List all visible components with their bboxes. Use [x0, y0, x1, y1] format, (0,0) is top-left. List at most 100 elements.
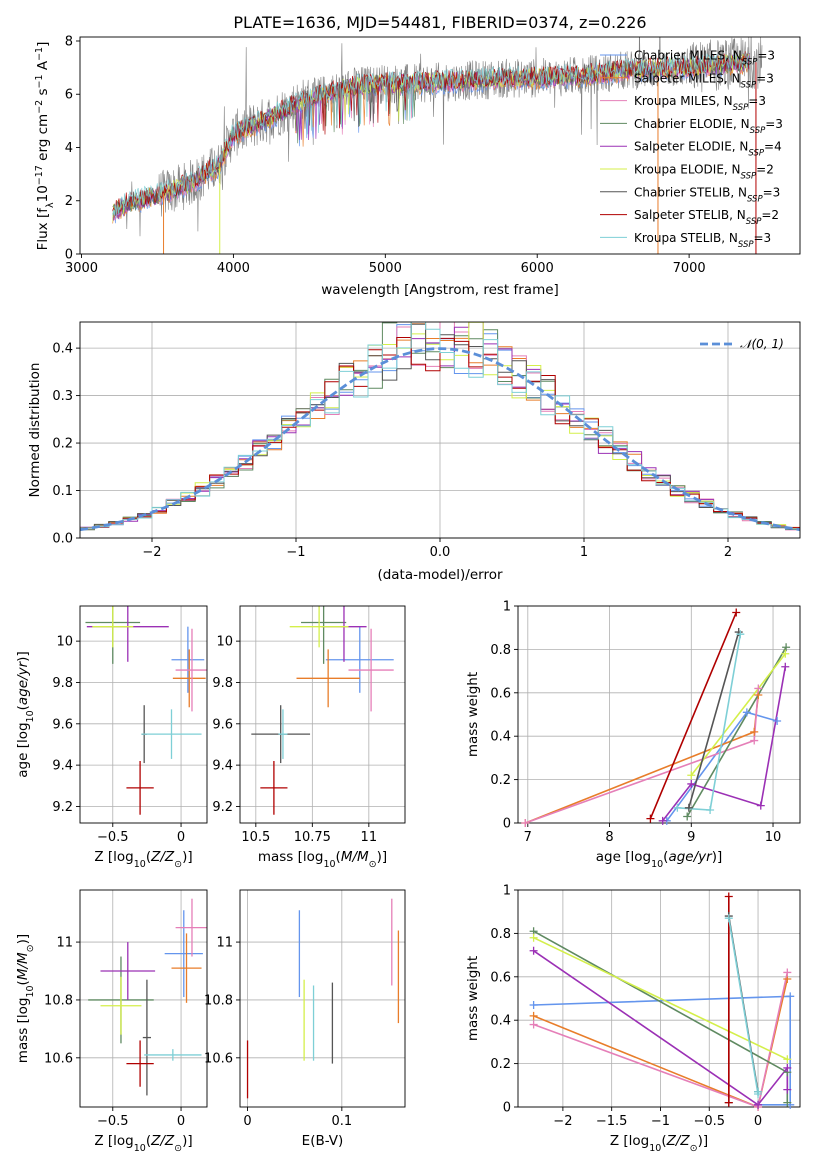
errorbar-point: [175, 628, 207, 712]
weight-age-ytick-label: 0.2: [490, 773, 511, 788]
weight-marker: [736, 630, 745, 639]
weight-line: [533, 936, 788, 1061]
age-metal-ylabel: age [log10(age/yr)]: [15, 651, 36, 777]
errorbar-point: [171, 933, 202, 1003]
spectrum-ylabel: Flux [fλ10−17 erg cm−2 s−1 A−1]: [34, 42, 56, 251]
weight-age-xtick-label: 8: [605, 830, 613, 845]
residuals-xlabel: (data-model)/error: [377, 567, 503, 583]
mass-metal-ytick-label: 10.6: [44, 1051, 73, 1066]
weight-metal-ytick-label: 1: [503, 884, 511, 899]
errorbar-point: [141, 709, 202, 759]
spectrum-ytick-label: 6: [65, 88, 73, 103]
weight-marker: [773, 717, 782, 726]
mass-metal-panel: −0.5 0 10.6 10.8 11 Z [log10(Z/Z⊙)] mass [log1…: [15, 889, 208, 1154]
age-mass-ytick-label: 10: [216, 635, 233, 650]
errorbar-point: [100, 976, 142, 1035]
legend-label: Salpeter ELODIE, NSSP=4: [634, 140, 782, 159]
weight-line: [662, 666, 787, 822]
errorbar-point: [260, 761, 288, 815]
spectrum-model-line: [112, 52, 751, 216]
weight-metal-ytick-label: 0.8: [490, 927, 511, 942]
errorbar-point: [301, 606, 347, 664]
mass-metal-ytick-label: 11: [56, 936, 73, 951]
weight-age-ytick-label: 0: [503, 817, 511, 832]
weight-marker: [646, 814, 655, 823]
weight-metal-xtick-label: 0: [754, 1114, 762, 1129]
spectrum-xtick-label: 7000: [673, 261, 706, 276]
spectrum-ytick-label: 0: [65, 248, 73, 263]
weight-line: [533, 972, 789, 1107]
weight-age-ytick-label: 0.4: [490, 730, 511, 745]
mass-ebv-xtick-label: 0.1: [331, 1114, 352, 1129]
mass-ebv-ytick-label: 10.8: [204, 993, 233, 1008]
legend-label: Salpeter MILES, NSSP=3: [634, 71, 774, 90]
weight-marker: [724, 1098, 733, 1107]
age-metal-frame: [79, 605, 208, 824]
mass-ebv-frame: [239, 889, 406, 1108]
residuals-plot: [80, 322, 800, 532]
mass-ebv-panel: 0 0.1 10.6 10.8 11 E(B-V): [204, 889, 406, 1149]
errorbar-point: [126, 1040, 154, 1087]
age-mass-panel: 10.5 10.75 11 9.2 9.4 9.6 9.8 10 mass [log10(M/M…: [212, 605, 406, 870]
errorbar-point: [171, 626, 205, 693]
age-metal-panel: −0.5 0 9.2 9.4 9.6 9.8 10 Z [log10(Z/Z⊙)] age [l…: [15, 605, 208, 870]
age-mass-frame: [239, 605, 406, 824]
weight-age-frame: [517, 605, 801, 824]
mass-ebv-xtick-label: 0: [243, 1114, 251, 1129]
spectrum-xlabel: wavelength [Angstrom, rest frame]: [321, 282, 559, 298]
mass-metal-ytick-label: 10.8: [44, 993, 73, 1008]
residuals-ytick-label: 0.4: [52, 342, 73, 357]
mass-metal-frame-group: −0.5 0 10.6 10.8 11 Z [log10(Z/Z⊙)] mass [log1…: [15, 889, 208, 1154]
weight-metal-ylabel: mass weight: [465, 956, 481, 1041]
residuals-ylabel: Normed distribution: [27, 363, 43, 498]
weight-marker: [754, 684, 763, 693]
weight-marker: [783, 1098, 792, 1107]
weight-marker: [732, 608, 741, 617]
weight-line: [690, 653, 786, 776]
errorbar-point: [325, 626, 394, 693]
spectrum-frame: [79, 36, 801, 255]
age-metal-ytick-label: 9.2: [52, 800, 73, 815]
weight-metal-ytick-label: 0.4: [490, 1014, 511, 1029]
weight-marker: [529, 1020, 538, 1029]
errorbar-point: [348, 628, 394, 712]
mass-ebv-ytick-label: 10.6: [204, 1051, 233, 1066]
weight-marker: [529, 933, 538, 942]
weight-marker: [724, 914, 733, 923]
legend-label: Kroupa STELIB, NSSP=3: [634, 231, 771, 250]
residuals-xtick-label: −1: [286, 545, 305, 560]
legend-label: Salpeter STELIB, NSSP=2: [634, 208, 779, 227]
age-metal-xtick-label: −0.5: [97, 830, 129, 845]
spectrum-plot: [112, 37, 763, 254]
errorbar-point: [126, 761, 154, 815]
residuals-xtick-label: 0.0: [430, 545, 451, 560]
weight-marker: [750, 736, 759, 745]
age-mass-ytick-label: 9.2: [212, 800, 233, 815]
legend-label: Chabrier MILES, NSSP=3: [634, 49, 775, 68]
weight-metal-xtick-label: −0.5: [693, 1114, 725, 1129]
figure-title: PLATE=1636, MJD=54481, FIBERID=0374, z=0…: [233, 13, 646, 32]
weight-age-ytick-label: 1: [503, 600, 511, 615]
weight-marker: [781, 649, 790, 658]
weight-line: [533, 995, 792, 1106]
age-mass-plot: [251, 606, 394, 815]
age-mass-ytick-label: 9.8: [212, 676, 233, 691]
age-mass-xtick-label: 10.75: [294, 830, 331, 845]
mass-metal-xtick-label: −0.5: [97, 1114, 129, 1129]
spectrum-panel: 3000 4000 5000 6000 7000 0 2 4 6 8 wavelength [Ang…: [34, 34, 801, 298]
legend-label: Kroupa MILES, NSSP=3: [634, 94, 766, 113]
weight-marker: [750, 727, 759, 736]
weight-marker: [754, 1100, 763, 1109]
age-mass-xtick-label: 10.5: [241, 830, 270, 845]
weight-marker: [783, 968, 792, 977]
weight-marker: [781, 662, 790, 671]
weight-marker: [783, 1055, 792, 1064]
gaussian-curve: [80, 347, 800, 532]
weight-line: [533, 950, 789, 1106]
age-metal-ytick-label: 9.8: [52, 676, 73, 691]
weight-age-ylabel: mass weight: [465, 672, 481, 757]
weight-age-ytick-label: 0.8: [490, 643, 511, 658]
age-metal-ytick-label: 9.6: [52, 717, 73, 732]
weight-metal-xtick-label: −1.5: [596, 1114, 628, 1129]
